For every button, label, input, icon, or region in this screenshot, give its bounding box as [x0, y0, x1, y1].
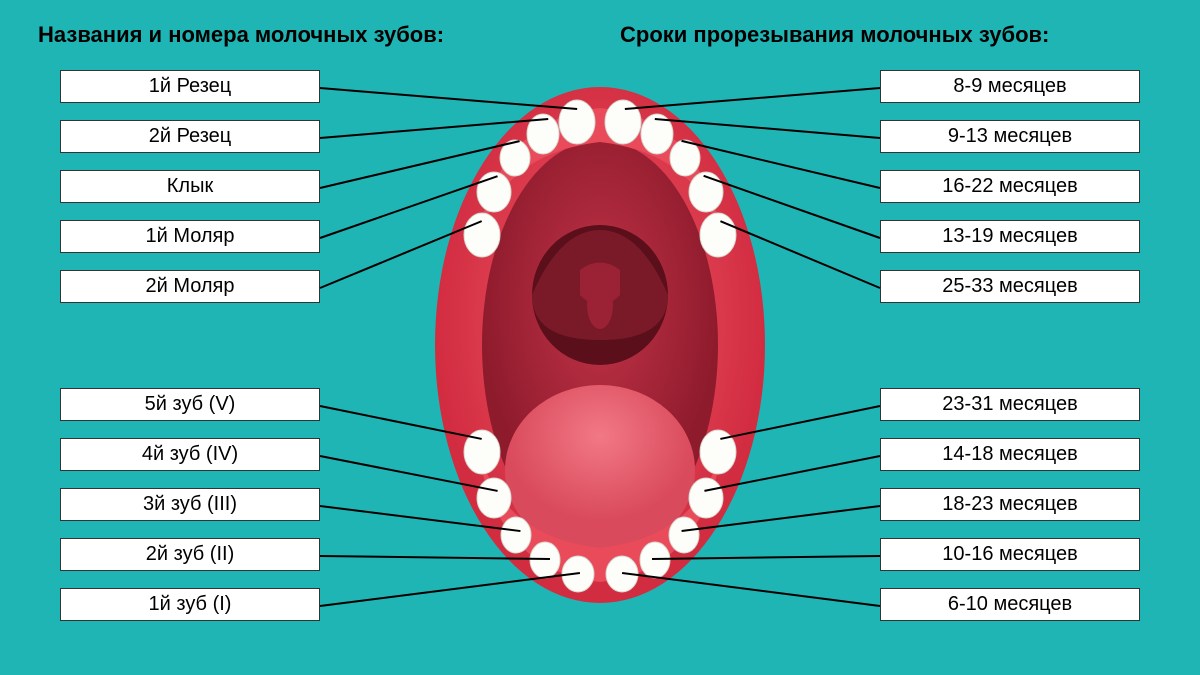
label-box: 4й зуб (IV)	[60, 438, 320, 471]
label-box: 3й зуб (III)	[60, 488, 320, 521]
label-box: Клык	[60, 170, 320, 203]
label-box: 23-31 месяцев	[880, 388, 1140, 421]
label-box: 2й зуб (II)	[60, 538, 320, 571]
label-box: 8-9 месяцев	[880, 70, 1140, 103]
label-box: 14-18 месяцев	[880, 438, 1140, 471]
label-box: 16-22 месяцев	[880, 170, 1140, 203]
label-box: 5й зуб (V)	[60, 388, 320, 421]
label-box: 1й Моляр	[60, 220, 320, 253]
label-box: 10-16 месяцев	[880, 538, 1140, 571]
label-box: 1й зуб (I)	[60, 588, 320, 621]
label-box: 9-13 месяцев	[880, 120, 1140, 153]
label-box: 25-33 месяцев	[880, 270, 1140, 303]
label-box: 13-19 месяцев	[880, 220, 1140, 253]
label-box: 2й Моляр	[60, 270, 320, 303]
mouth-diagram	[430, 80, 770, 610]
label-box: 18-23 месяцев	[880, 488, 1140, 521]
label-box: 1й Резец	[60, 70, 320, 103]
heading-left: Названия и номера молочных зубов:	[38, 22, 444, 48]
label-box: 2й Резец	[60, 120, 320, 153]
heading-right: Сроки прорезывания молочных зубов:	[620, 22, 1049, 48]
label-box: 6-10 месяцев	[880, 588, 1140, 621]
